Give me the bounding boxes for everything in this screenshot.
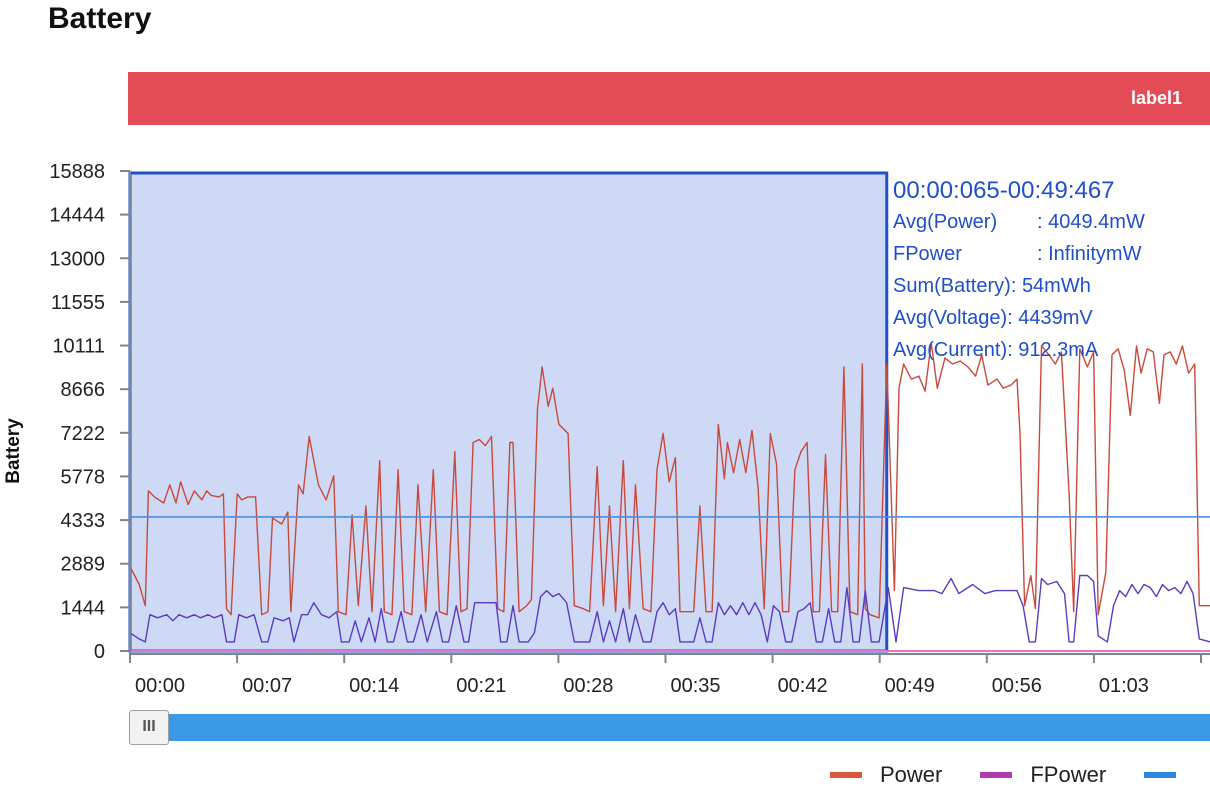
y-tick-label: 14444 bbox=[49, 205, 105, 227]
chart-legend: Power FPower bbox=[830, 762, 1210, 788]
x-tick-label: 00:21 bbox=[456, 675, 506, 697]
time-range-slider[interactable] bbox=[160, 714, 1210, 741]
series-line-power bbox=[129, 342, 1210, 619]
y-tick-label: 2889 bbox=[61, 554, 106, 576]
legend-label: Power bbox=[880, 762, 943, 787]
x-tick-label: 00:49 bbox=[885, 675, 935, 697]
y-tick-label: 1444 bbox=[61, 597, 106, 619]
page-title: Battery bbox=[48, 2, 152, 35]
x-tick-label: 00:35 bbox=[670, 675, 720, 697]
legend-swatch bbox=[1144, 772, 1177, 778]
y-tick-label: 0 bbox=[94, 641, 105, 663]
y-tick-label: 10111 bbox=[52, 336, 105, 358]
y-tick-label: 8666 bbox=[61, 379, 106, 401]
y-tick-label: 13000 bbox=[49, 248, 105, 270]
y-tick-label: 4333 bbox=[61, 510, 106, 532]
label-bar-text: label1 bbox=[1130, 88, 1182, 108]
x-tick-label: 00:07 bbox=[242, 675, 292, 697]
y-axis-title: Battery bbox=[3, 418, 24, 484]
selection-area bbox=[128, 171, 889, 653]
x-tick-label: 00:42 bbox=[778, 675, 828, 697]
legend-item-power[interactable]: Power bbox=[830, 762, 942, 788]
label-bar[interactable]: label1 bbox=[128, 72, 1210, 125]
x-tick-label: 01:03 bbox=[1099, 675, 1149, 697]
x-tick-label: 00:56 bbox=[992, 675, 1042, 697]
y-tick-label: 5778 bbox=[61, 466, 106, 488]
x-tick-label: 00:28 bbox=[563, 675, 613, 697]
y-tick-label: 7222 bbox=[61, 423, 106, 445]
legend-label: FPower bbox=[1030, 762, 1107, 787]
y-tick-label: 15888 bbox=[49, 161, 105, 183]
legend-item-third[interactable] bbox=[1144, 772, 1194, 778]
x-tick-label: 00:14 bbox=[349, 675, 399, 697]
legend-swatch bbox=[830, 772, 862, 778]
y-tick-label: 11555 bbox=[51, 292, 105, 314]
series-line-fpower bbox=[129, 574, 1210, 643]
slider-handle[interactable]: III bbox=[129, 710, 169, 745]
x-tick-label: 00:00 bbox=[135, 675, 185, 697]
legend-item-fpower[interactable]: FPower bbox=[980, 762, 1106, 788]
legend-swatch bbox=[980, 772, 1013, 778]
